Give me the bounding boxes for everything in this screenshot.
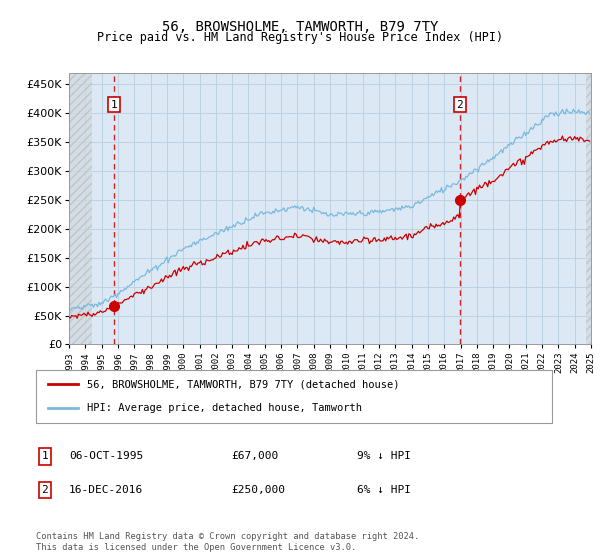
Text: 2: 2 (457, 100, 463, 110)
Text: 1: 1 (41, 451, 49, 461)
Text: £67,000: £67,000 (231, 451, 278, 461)
Text: £250,000: £250,000 (231, 485, 285, 495)
Text: 1: 1 (111, 100, 118, 110)
Text: 16-DEC-2016: 16-DEC-2016 (69, 485, 143, 495)
Text: 2: 2 (41, 485, 49, 495)
Bar (586, 73, 591, 344)
Text: 56, BROWSHOLME, TAMWORTH, B79 7TY: 56, BROWSHOLME, TAMWORTH, B79 7TY (162, 20, 438, 34)
Text: Price paid vs. HM Land Registry's House Price Index (HPI): Price paid vs. HM Land Registry's House … (97, 31, 503, 44)
Text: HPI: Average price, detached house, Tamworth: HPI: Average price, detached house, Tamw… (87, 403, 362, 413)
Text: 9% ↓ HPI: 9% ↓ HPI (357, 451, 411, 461)
Text: 06-OCT-1995: 06-OCT-1995 (69, 451, 143, 461)
Text: Contains HM Land Registry data © Crown copyright and database right 2024.
This d: Contains HM Land Registry data © Crown c… (36, 532, 419, 552)
Text: 6% ↓ HPI: 6% ↓ HPI (357, 485, 411, 495)
Bar (69, 73, 92, 344)
Text: 56, BROWSHOLME, TAMWORTH, B79 7TY (detached house): 56, BROWSHOLME, TAMWORTH, B79 7TY (detac… (87, 380, 400, 390)
